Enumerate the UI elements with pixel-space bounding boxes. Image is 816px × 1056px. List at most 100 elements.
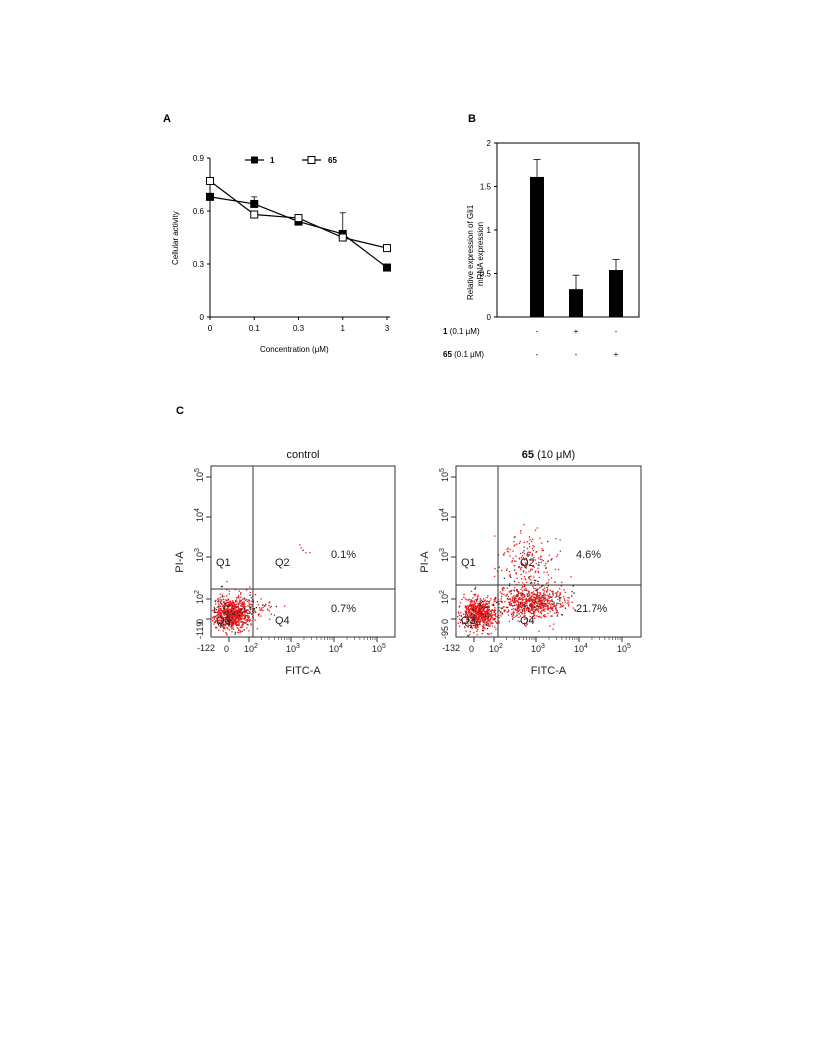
event-dot bbox=[213, 606, 216, 609]
event-dot bbox=[467, 605, 470, 608]
event-dot bbox=[520, 605, 522, 607]
event-dot bbox=[243, 618, 245, 620]
event-dot bbox=[526, 553, 528, 555]
event-dot bbox=[238, 611, 241, 614]
event-dot bbox=[483, 613, 486, 616]
event-dot bbox=[493, 601, 495, 603]
event-dot bbox=[243, 616, 246, 618]
event-dot bbox=[226, 619, 228, 621]
event-dot bbox=[541, 542, 543, 544]
event-dot bbox=[223, 614, 225, 616]
event-dot bbox=[240, 609, 242, 611]
event-dot bbox=[473, 616, 475, 618]
event-dot bbox=[480, 618, 482, 620]
event-dot bbox=[228, 593, 230, 595]
event-dot bbox=[516, 599, 518, 602]
event-dot bbox=[245, 609, 247, 611]
event-dot bbox=[526, 602, 528, 605]
event-dot bbox=[556, 611, 558, 614]
event-dot bbox=[527, 600, 529, 602]
event-dot bbox=[541, 600, 543, 602]
event-dot bbox=[462, 613, 465, 615]
event-dot bbox=[220, 617, 222, 619]
event-dot bbox=[516, 600, 519, 603]
event-dot bbox=[474, 622, 476, 625]
event-dot bbox=[228, 601, 230, 604]
event-dot bbox=[540, 561, 542, 563]
event-dot bbox=[550, 615, 553, 617]
event-dot bbox=[235, 600, 237, 602]
event-dot bbox=[233, 622, 235, 624]
event-dot bbox=[525, 601, 527, 603]
event-dot bbox=[519, 615, 522, 617]
event-dot bbox=[530, 579, 532, 581]
event-dot bbox=[241, 617, 244, 619]
event-dot bbox=[476, 623, 478, 625]
event-dot bbox=[511, 600, 514, 602]
event-dot bbox=[240, 593, 242, 595]
event-dot bbox=[477, 594, 479, 596]
event-dot bbox=[482, 619, 484, 621]
event-dot bbox=[254, 594, 257, 596]
event-dot bbox=[217, 602, 220, 604]
event-dot bbox=[519, 540, 521, 543]
event-dot bbox=[228, 614, 230, 616]
event-dot bbox=[221, 603, 223, 606]
event-dot bbox=[476, 598, 479, 600]
event-dot bbox=[524, 610, 526, 612]
event-dot bbox=[479, 614, 482, 616]
event-dot bbox=[574, 609, 576, 611]
event-dot bbox=[249, 612, 251, 614]
event-dot bbox=[226, 580, 228, 583]
event-dot bbox=[495, 621, 498, 624]
event-dot bbox=[239, 600, 241, 602]
event-dot bbox=[239, 612, 241, 615]
event-dot bbox=[520, 562, 523, 564]
event-dot bbox=[487, 616, 489, 618]
event-dot bbox=[518, 601, 520, 603]
event-dot bbox=[470, 613, 473, 615]
event-dot bbox=[220, 617, 222, 620]
event-dot bbox=[544, 565, 546, 567]
event-dot bbox=[490, 614, 492, 617]
event-dot bbox=[237, 608, 239, 610]
event-dot bbox=[240, 620, 242, 623]
event-dot bbox=[267, 608, 269, 611]
event-dot bbox=[227, 611, 229, 613]
event-dot bbox=[219, 605, 221, 608]
event-dot bbox=[556, 610, 558, 612]
event-dot bbox=[537, 588, 539, 590]
event-dot bbox=[545, 599, 548, 601]
event-dot bbox=[246, 600, 249, 602]
event-dot bbox=[557, 590, 559, 593]
event-dot bbox=[237, 619, 240, 621]
event-dot bbox=[492, 622, 494, 624]
event-dot bbox=[223, 626, 226, 629]
event-dot bbox=[501, 612, 504, 614]
event-dot bbox=[518, 603, 520, 605]
event-dot bbox=[488, 605, 490, 607]
event-dot bbox=[513, 590, 515, 592]
event-dot bbox=[475, 610, 477, 612]
event-dot bbox=[247, 609, 249, 612]
event-dot bbox=[226, 622, 228, 625]
event-dot bbox=[473, 600, 476, 603]
event-dot bbox=[543, 593, 545, 596]
event-dot bbox=[226, 634, 228, 636]
event-dot bbox=[511, 608, 513, 611]
event-dot bbox=[522, 585, 524, 588]
event-dot bbox=[523, 576, 526, 578]
event-dot bbox=[488, 614, 490, 616]
event-dot bbox=[511, 615, 513, 617]
event-dot bbox=[224, 603, 227, 605]
event-dot bbox=[518, 542, 521, 545]
event-dot bbox=[224, 609, 226, 611]
event-dot bbox=[213, 617, 216, 619]
event-dot bbox=[223, 601, 225, 604]
event-dot bbox=[229, 603, 231, 605]
event-dot bbox=[524, 585, 526, 588]
event-dot bbox=[519, 552, 522, 555]
event-dot bbox=[473, 610, 475, 612]
event-dot bbox=[236, 611, 239, 614]
